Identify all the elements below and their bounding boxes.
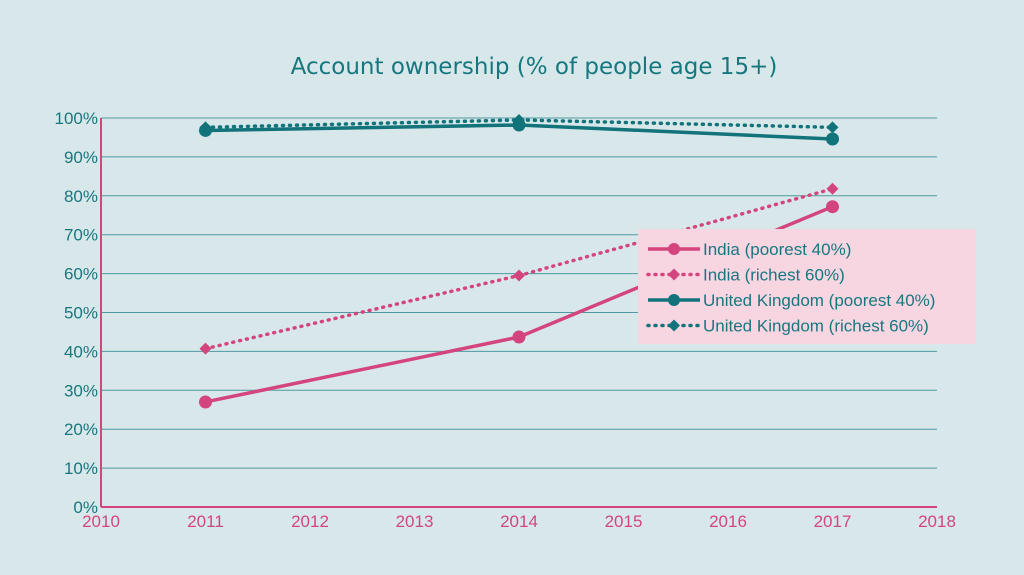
y-tick-label: 20% [64, 420, 98, 439]
legend-label: India (poorest 40%) [703, 240, 851, 259]
x-tick-label: 2013 [396, 512, 434, 531]
series-1 [199, 182, 839, 355]
legend-marker [668, 268, 680, 281]
x-tick-label: 2016 [709, 512, 747, 531]
x-tick-label: 2012 [291, 512, 329, 531]
series-3 [199, 113, 839, 134]
y-tick-label: 80% [64, 187, 98, 206]
x-tick-labels: 2010 2011 2012 2013 2014 2015 2016 2017 2018 [82, 512, 956, 531]
legend-label: United Kingdom (poorest 40%) [703, 291, 935, 310]
legend: India (poorest 40%) India (richest 60%) Un… [638, 229, 976, 344]
y-tick-label: 50% [64, 304, 98, 323]
y-tick-label: 100% [55, 109, 98, 128]
x-tick-label: 2011 [187, 512, 224, 531]
chart-title: Account ownership (% of people age 15+) [291, 54, 778, 80]
x-tick-label: 2015 [605, 512, 643, 531]
data-point [199, 342, 212, 355]
y-tick-label: 70% [64, 226, 98, 245]
y-tick-label: 10% [64, 459, 98, 478]
y-tick-label: 90% [64, 148, 98, 167]
y-tick-label: 30% [64, 381, 98, 400]
data-point [199, 395, 212, 409]
legend-marker [668, 294, 680, 306]
x-tick-label: 2018 [918, 512, 956, 531]
legend-marker [668, 243, 680, 255]
x-tick-label: 2017 [814, 512, 852, 531]
x-tick-label: 2014 [500, 512, 538, 531]
legend-label: India (richest 60%) [703, 266, 845, 285]
y-tick-label: 0% [73, 498, 98, 517]
legend-label: United Kingdom (richest 60%) [703, 317, 929, 336]
data-point [826, 121, 839, 134]
legend-item: United Kingdom (poorest 40%) [648, 291, 935, 310]
data-point [512, 330, 526, 344]
data-point [826, 200, 839, 214]
legend-item: United Kingdom (richest 60%) [646, 317, 929, 336]
legend-marker [668, 319, 680, 332]
data-point [513, 113, 525, 126]
data-point [199, 121, 212, 134]
data-point [826, 132, 839, 146]
y-tick-label: 40% [64, 342, 98, 361]
data-point [826, 182, 839, 195]
legend-item: India (poorest 40%) [648, 240, 851, 259]
axes [100, 118, 937, 508]
data-point [513, 269, 525, 282]
y-tick-label: 60% [64, 265, 98, 284]
legend-item: India (richest 60%) [646, 266, 845, 285]
x-tick-label: 2010 [82, 512, 120, 531]
y-tick-labels: 0% 10% 20% 30% 40% 50% 60% 70% 80% 90% 100% [55, 109, 98, 517]
